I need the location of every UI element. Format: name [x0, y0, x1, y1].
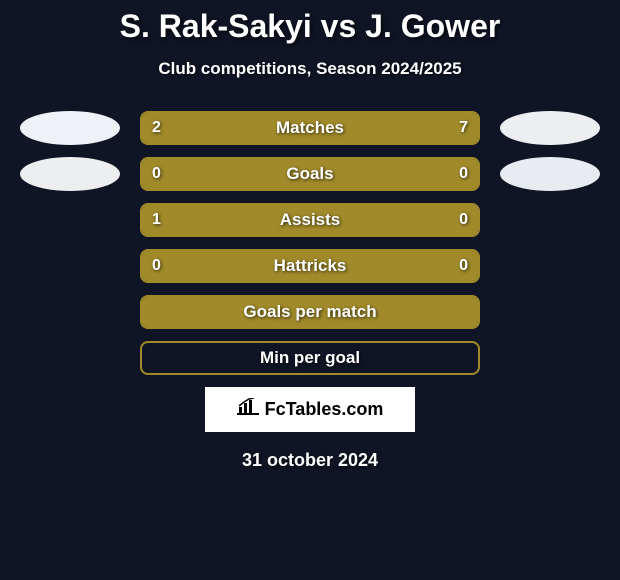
date-label: 31 october 2024 [242, 450, 378, 471]
value-left: 2 [152, 119, 161, 137]
value-left: 0 [152, 257, 161, 275]
player-left-marker [20, 157, 120, 191]
stat-row: 0 Goals 0 [0, 157, 620, 191]
bar-fill-left [142, 159, 310, 189]
chart-area: 2 Matches 7 0 Goals 0 1 Assists 0 0 Hattricks 0 Goal… [0, 111, 620, 375]
stat-bar: 1 Assists 0 [140, 203, 480, 237]
value-right: 0 [459, 165, 468, 183]
stat-bar: Goals per match [140, 295, 480, 329]
chart-icon [237, 398, 259, 421]
value-right: 0 [459, 257, 468, 275]
stat-label: Goals per match [243, 302, 376, 322]
stat-bar: 0 Hattricks 0 [140, 249, 480, 283]
stat-bar: Min per goal [140, 341, 480, 375]
stat-label: Assists [280, 210, 340, 230]
stat-label: Hattricks [274, 256, 347, 276]
player-left-marker [20, 111, 120, 145]
player-right-marker [500, 111, 600, 145]
logo-text: FcTables.com [265, 399, 384, 420]
stat-row: Min per goal [0, 341, 620, 375]
comparison-infographic: S. Rak-Sakyi vs J. Gower Club competitio… [0, 0, 620, 580]
bar-fill-left [142, 205, 404, 235]
value-left: 0 [152, 165, 161, 183]
stat-label: Goals [286, 164, 333, 184]
stat-label: Min per goal [260, 348, 360, 368]
player-right-marker [500, 157, 600, 191]
value-left: 1 [152, 211, 161, 229]
stat-label: Matches [276, 118, 344, 138]
logo-box: FcTables.com [205, 387, 415, 432]
stat-row: 1 Assists 0 [0, 203, 620, 237]
stat-row: 0 Hattricks 0 [0, 249, 620, 283]
stat-bar: 0 Goals 0 [140, 157, 480, 191]
stat-row: 2 Matches 7 [0, 111, 620, 145]
subtitle: Club competitions, Season 2024/2025 [158, 59, 461, 79]
stat-bar: 2 Matches 7 [140, 111, 480, 145]
bar-fill-right [216, 113, 478, 143]
stat-row: Goals per match [0, 295, 620, 329]
title: S. Rak-Sakyi vs J. Gower [120, 8, 501, 45]
value-right: 0 [459, 211, 468, 229]
bar-fill-right [310, 159, 478, 189]
value-right: 7 [459, 119, 468, 137]
